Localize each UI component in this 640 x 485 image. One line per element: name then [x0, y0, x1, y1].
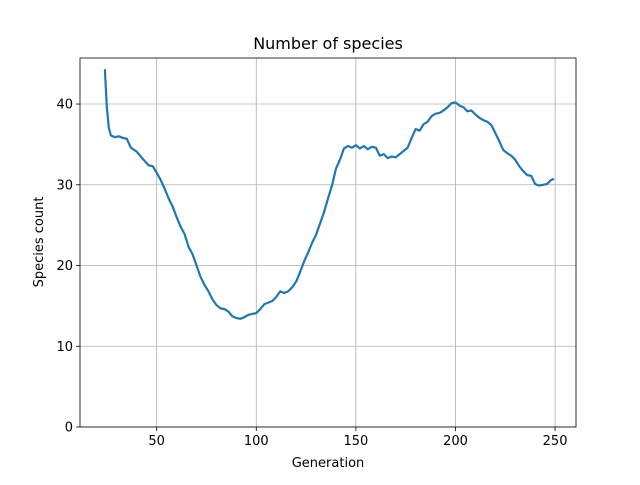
axes-frame — [79, 57, 577, 428]
y-axis-label: Species count — [32, 197, 47, 288]
x-tick-label: 200 — [443, 434, 468, 449]
x-tick-label: 100 — [244, 434, 269, 449]
species-count-line — [103, 69, 555, 320]
series-layer — [103, 69, 555, 320]
chart-title: Number of species — [253, 34, 403, 53]
x-tick-label: 50 — [148, 434, 165, 449]
x-axis-label: Generation — [292, 456, 365, 471]
x-tick-label: 150 — [343, 434, 368, 449]
y-tick-label: 30 — [56, 178, 73, 193]
y-tick-label: 40 — [56, 98, 73, 113]
ticks: 50 100 150 200 250 0 10 20 30 40 — [56, 98, 567, 449]
y-tick-label: 0 — [65, 421, 73, 436]
x-tick-label: 250 — [543, 434, 568, 449]
y-tick-label: 20 — [56, 259, 73, 274]
y-tick-label: 10 — [56, 340, 73, 355]
